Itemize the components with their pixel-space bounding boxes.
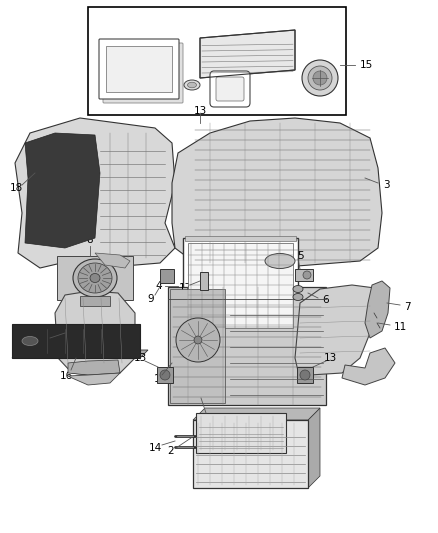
Ellipse shape [187,82,197,88]
Text: 1: 1 [154,374,160,384]
Text: 8: 8 [87,235,93,245]
Text: 12: 12 [191,386,205,396]
Text: 17: 17 [178,283,192,293]
Polygon shape [295,285,378,375]
Bar [80,296,110,306]
Bar [57,256,133,300]
Polygon shape [25,133,100,248]
FancyBboxPatch shape [103,43,183,103]
Text: 10: 10 [36,336,49,346]
Ellipse shape [265,254,295,269]
Polygon shape [365,281,390,338]
Text: 13: 13 [134,353,147,363]
Bar [193,420,308,488]
Polygon shape [68,373,120,385]
Ellipse shape [160,370,170,380]
Bar [160,269,174,283]
Text: 13: 13 [323,353,337,363]
Ellipse shape [73,259,117,297]
Bar [12,324,140,358]
Polygon shape [15,118,175,268]
FancyBboxPatch shape [216,77,244,101]
Bar [295,269,313,281]
Text: 6: 6 [322,295,328,305]
Ellipse shape [308,66,332,90]
Text: 9: 9 [148,294,154,304]
Bar [200,272,208,290]
Polygon shape [95,253,130,268]
Text: 18: 18 [9,183,23,193]
Ellipse shape [303,271,311,279]
Text: 15: 15 [360,60,373,70]
Polygon shape [200,30,295,78]
Bar [88,7,346,115]
Ellipse shape [293,294,303,301]
Text: 13: 13 [193,106,207,116]
Text: 5: 5 [297,251,303,261]
Bar [183,238,298,333]
Polygon shape [308,408,320,488]
FancyBboxPatch shape [99,39,179,99]
Ellipse shape [176,318,220,362]
Bar [168,287,326,405]
Text: 16: 16 [60,371,73,381]
Polygon shape [12,350,148,358]
FancyBboxPatch shape [210,71,250,107]
Polygon shape [172,118,382,270]
Ellipse shape [302,60,338,96]
Polygon shape [55,291,135,375]
Polygon shape [193,408,320,420]
Ellipse shape [184,80,200,90]
Polygon shape [342,348,395,385]
Text: 4: 4 [155,281,162,291]
Bar [196,413,286,453]
Ellipse shape [78,263,112,293]
Text: 7: 7 [404,302,411,312]
Text: 2: 2 [168,446,174,456]
Text: 3: 3 [383,180,390,190]
Text: 11: 11 [394,322,407,332]
Ellipse shape [22,336,38,345]
Bar [188,243,293,328]
Polygon shape [68,360,120,375]
Ellipse shape [90,273,100,282]
Ellipse shape [300,370,310,380]
Bar [106,46,172,92]
Text: 14: 14 [148,443,162,453]
Ellipse shape [194,336,202,344]
Ellipse shape [313,71,327,85]
Bar [170,289,225,403]
Bar [297,367,313,383]
Bar [157,367,173,383]
Bar [185,236,296,241]
Ellipse shape [293,286,303,293]
